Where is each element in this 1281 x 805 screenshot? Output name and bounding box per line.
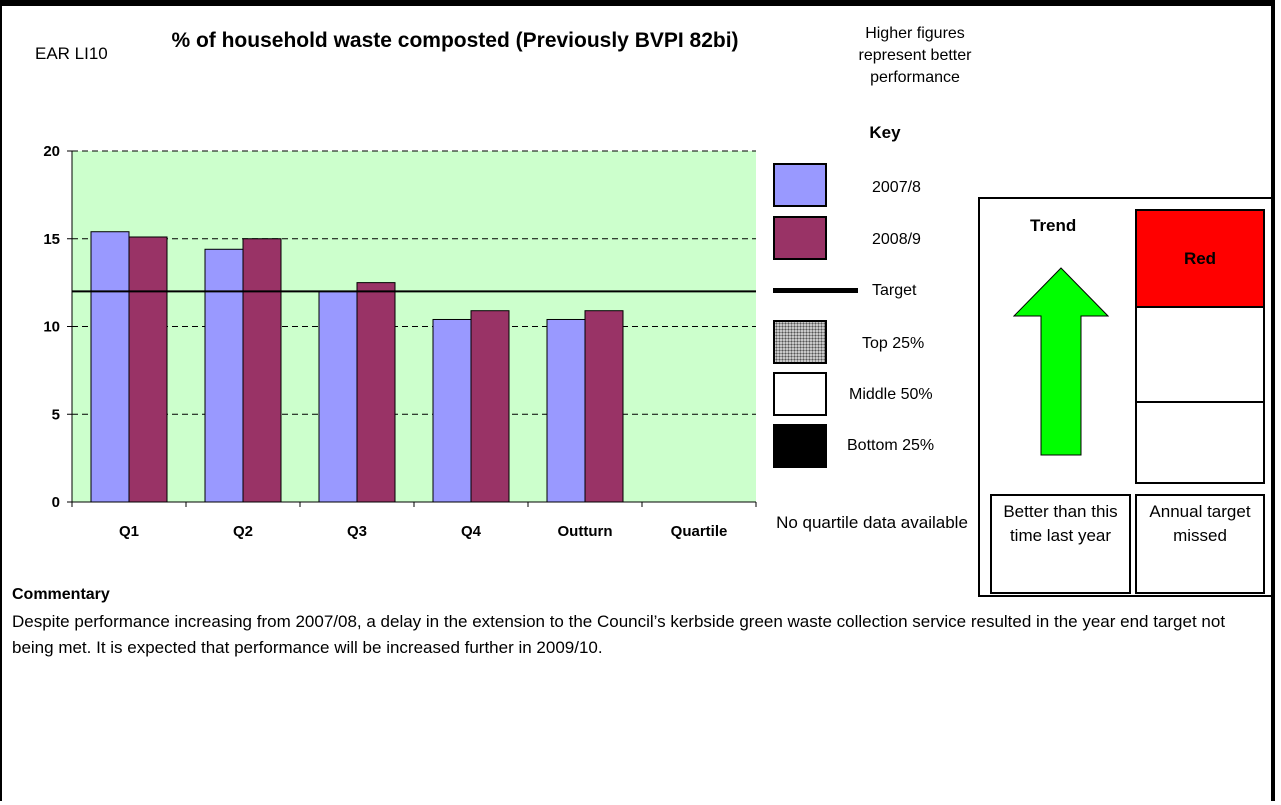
legend-label-middle-50: Middle 50% xyxy=(849,386,933,403)
x-tick-label: Quartile xyxy=(671,523,728,540)
bar xyxy=(242,238,282,503)
performance-note: Higher figures represent better performa… xyxy=(858,25,972,86)
trend-caption: Better than this time last year xyxy=(990,494,1131,594)
y-tick-label: 20 xyxy=(43,143,60,160)
legend-swatch-top-25 xyxy=(773,320,827,364)
legend-label-2007-8: 2007/8 xyxy=(872,179,921,196)
legend-swatch-bottom-25 xyxy=(773,424,827,468)
status-panel: Trend Red Better than this time last yea… xyxy=(978,197,1273,597)
x-tick-label: Q3 xyxy=(347,523,367,540)
rag-status-amber-slot xyxy=(1137,308,1263,403)
bar xyxy=(356,282,396,503)
no-quartile-note: No quartile data available xyxy=(776,513,968,532)
rag-status-column: Red xyxy=(1135,209,1265,484)
bar xyxy=(432,318,472,503)
legend-label-bottom-25: Bottom 25% xyxy=(847,437,935,454)
bar xyxy=(90,231,130,503)
x-tick-label: Q2 xyxy=(233,523,253,540)
target-caption: Annual target missed xyxy=(1135,494,1265,594)
key-heading: Key xyxy=(869,123,901,142)
rag-status-red: Red xyxy=(1137,211,1263,308)
x-tick-label: Q1 xyxy=(119,523,139,540)
legend-label-2008-9: 2008/9 xyxy=(872,231,921,248)
y-tick-label: 15 xyxy=(43,231,60,248)
trend-title: Trend xyxy=(1030,216,1077,235)
legend-swatch-middle-50 xyxy=(773,372,827,416)
commentary-heading: Commentary xyxy=(12,586,110,603)
legend-target-line xyxy=(773,288,858,293)
bar-chart: 0 5 10 15 20 Q1 Q2 Q3 Q4 Outturn Quartile xyxy=(43,143,757,540)
legend-label-target: Target xyxy=(872,282,917,299)
bar xyxy=(204,248,244,503)
bar xyxy=(318,290,358,503)
chart-title: % of household waste composted (Previous… xyxy=(171,29,739,52)
bar xyxy=(470,310,510,503)
x-tick-label: Outturn xyxy=(558,523,613,540)
bar xyxy=(128,236,168,503)
up-arrow-icon xyxy=(1013,267,1109,456)
commentary-text: Despite performance increasing from 2007… xyxy=(12,612,1226,657)
legend-swatch-2008-9 xyxy=(773,216,827,260)
legend-label-top-25: Top 25% xyxy=(862,335,925,352)
legend-swatch-2007-8 xyxy=(773,163,827,207)
y-tick-label: 10 xyxy=(43,319,60,336)
x-tick-label: Q4 xyxy=(461,523,482,540)
bar xyxy=(546,318,586,503)
y-tick-label: 0 xyxy=(52,494,60,511)
bar xyxy=(584,310,624,503)
indicator-code: EAR LI10 xyxy=(35,44,108,63)
y-tick-label: 5 xyxy=(52,406,60,423)
